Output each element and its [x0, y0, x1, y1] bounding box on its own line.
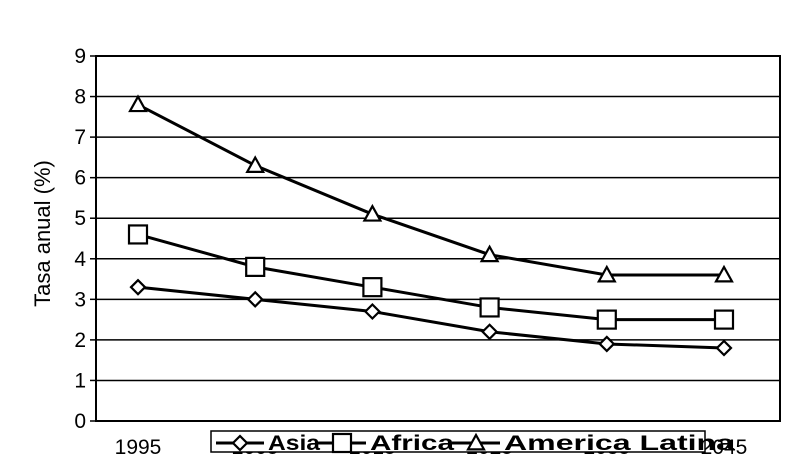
triangle-marker [479, 244, 500, 263]
square-marker [479, 297, 500, 318]
y-tick-label: 1 [74, 369, 86, 392]
y-tick-label: 4 [74, 248, 86, 271]
series-asia [129, 278, 733, 357]
diamond-marker [231, 434, 249, 452]
y-tick-label: 6 [74, 167, 86, 190]
y-tick-label: 8 [74, 86, 86, 109]
series-africa [127, 224, 735, 330]
series-america-latina [128, 94, 734, 283]
legend-label: America Latina [504, 432, 734, 454]
series-line [137, 103, 724, 277]
series-line [137, 285, 725, 350]
legend-label: Asia [268, 432, 320, 454]
y-tick-label: 0 [74, 410, 86, 433]
diamond-marker [129, 278, 147, 296]
x-tick-label: 1995 [115, 436, 162, 454]
legend-item: America Latina [452, 432, 734, 454]
diamond-marker [481, 323, 499, 341]
square-marker [127, 224, 149, 245]
y-tick-label: 5 [74, 207, 86, 230]
y-tick-label: 3 [74, 288, 86, 311]
diamond-marker [246, 290, 264, 308]
triangle-marker [245, 155, 266, 173]
y-tick-label: 2 [74, 329, 86, 352]
triangle-marker [362, 203, 383, 222]
triangle-marker [466, 432, 486, 451]
square-marker [245, 256, 266, 277]
y-tick-label: 7 [74, 126, 86, 149]
y-axis-label: Tasa anual (%) [30, 160, 55, 307]
square-marker [713, 309, 735, 330]
legend-item: Asia [216, 432, 320, 454]
triangle-marker [714, 264, 734, 283]
square-marker [331, 432, 353, 454]
series-layer [127, 94, 735, 357]
square-marker [362, 277, 383, 298]
legend: Asia Africa America Latina [210, 430, 734, 454]
triangle-marker [596, 264, 617, 283]
diamond-marker [715, 339, 733, 357]
triangle-marker [128, 94, 148, 113]
plot-area [95, 55, 781, 422]
x-tick-label: 2045 [701, 436, 748, 454]
legend-item: Africa [318, 432, 454, 454]
y-axis-ticks: 0 1 2 3 4 5 6 7 8 9 [74, 45, 96, 433]
diamond-marker [598, 335, 616, 353]
diamond-marker [363, 302, 381, 321]
square-marker [596, 309, 617, 330]
legend-label: Africa [370, 432, 454, 454]
y-tick-label: 9 [74, 45, 86, 68]
series-line [137, 232, 724, 322]
